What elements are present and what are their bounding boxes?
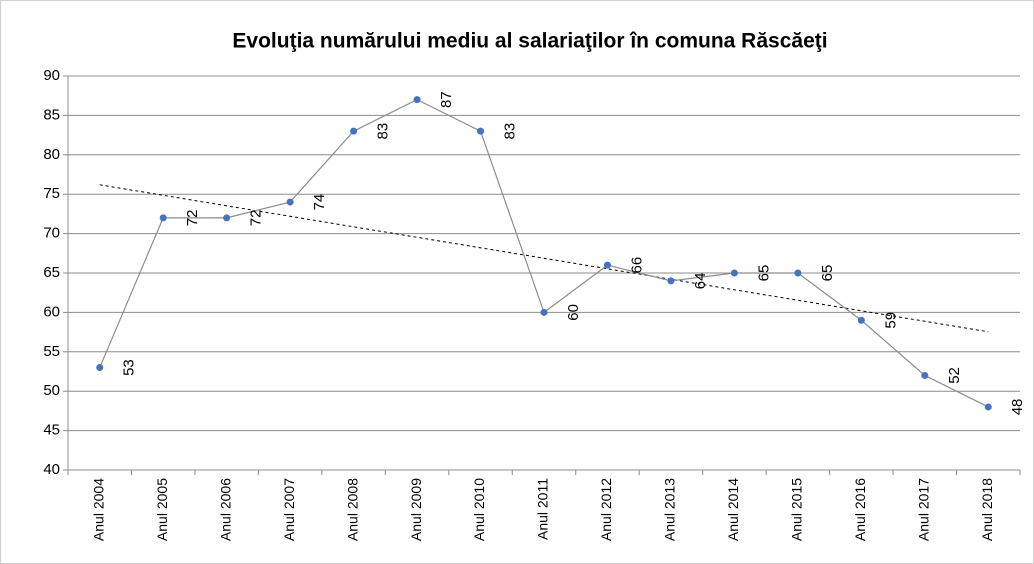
x-tick-label: Anul 2017 — [916, 478, 932, 541]
data-label: 65 — [819, 265, 836, 282]
data-point — [159, 214, 167, 222]
x-tick-label: Anul 2008 — [344, 478, 360, 541]
data-point — [921, 371, 929, 379]
x-tick-label: Anul 2009 — [408, 478, 424, 541]
y-tick-label: 40 — [43, 461, 60, 478]
data-label: 48 — [1009, 399, 1026, 416]
data-point — [794, 269, 802, 277]
data-label: 83 — [375, 123, 392, 140]
data-point — [603, 261, 611, 269]
x-tick-label: Anul 2015 — [789, 478, 805, 541]
data-point — [96, 364, 104, 372]
data-label: 66 — [628, 257, 645, 274]
x-tick-label: Anul 2012 — [598, 478, 614, 541]
chart-title: Evoluţia numărului mediu al salariaţilor… — [232, 30, 827, 53]
x-tick-label: Anul 2018 — [979, 478, 995, 541]
y-tick-label: 75 — [43, 185, 60, 202]
x-tick-label: Anul 2014 — [725, 478, 741, 541]
data-label: 60 — [565, 304, 582, 321]
data-point — [730, 269, 738, 277]
data-label: 74 — [311, 194, 328, 211]
data-point — [984, 403, 992, 411]
data-point — [540, 308, 548, 316]
y-tick-label: 55 — [43, 343, 60, 360]
data-label: 72 — [248, 209, 265, 226]
data-label: 72 — [184, 209, 201, 226]
x-tick-label: Anul 2006 — [217, 478, 233, 541]
x-tick-label: Anul 2016 — [852, 478, 868, 541]
data-label: 52 — [946, 367, 963, 384]
x-tick-label: Anul 2005 — [154, 478, 170, 541]
x-tick-label: Anul 2013 — [662, 478, 678, 541]
y-tick-label: 50 — [43, 382, 60, 399]
data-point — [857, 316, 865, 324]
data-point — [223, 214, 231, 222]
x-tick-label: Anul 2010 — [471, 478, 487, 541]
x-tick-label: Anul 2007 — [281, 478, 297, 541]
data-label: 65 — [755, 265, 772, 282]
data-label: 87 — [438, 91, 455, 108]
data-point — [477, 127, 485, 135]
y-tick-label: 80 — [43, 146, 60, 163]
data-point — [286, 198, 294, 206]
y-tick-label: 90 — [43, 67, 60, 84]
x-tick-label: Anul 2004 — [90, 478, 106, 541]
data-point — [667, 277, 675, 285]
trendline — [99, 184, 989, 333]
data-label: 59 — [882, 312, 899, 329]
data-label: 83 — [502, 123, 519, 140]
x-tick-label: Anul 2011 — [535, 478, 551, 540]
data-label: 64 — [692, 273, 709, 290]
y-tick-label: 65 — [43, 264, 60, 281]
y-tick-label: 60 — [43, 303, 60, 320]
data-label: 53 — [121, 359, 138, 376]
y-tick-label: 70 — [43, 225, 60, 242]
y-tick-label: 85 — [43, 106, 60, 123]
data-point — [413, 96, 421, 104]
data-point — [350, 127, 358, 135]
y-tick-label: 45 — [43, 422, 60, 439]
